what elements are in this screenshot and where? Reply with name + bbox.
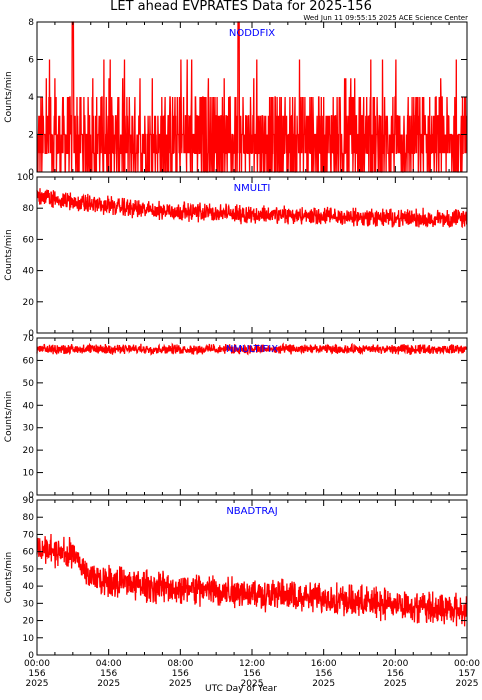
- x-tick-label-year: 2025: [26, 679, 49, 689]
- series-line-noddfix: [36, 21, 468, 173]
- y-tick-label: 0: [28, 329, 34, 339]
- y-tick-label: 2: [28, 131, 34, 141]
- y-tick-label: 6: [28, 56, 34, 66]
- x-tick-label-doy: 156: [28, 669, 45, 679]
- series-line-nbadtraj: [36, 533, 468, 627]
- y-tick-label: 50: [23, 379, 35, 389]
- y-tick-label: 4: [28, 93, 34, 103]
- chart-title: LET ahead EVPRATES Data for 2025-156: [110, 0, 372, 14]
- y-axis-label: Counts/min: [4, 391, 14, 442]
- panel-frame: [36, 499, 468, 656]
- x-tick-label-year: 2025: [241, 679, 264, 689]
- y-tick-label: 40: [23, 401, 35, 411]
- x-tick-label-time: 00:00: [24, 659, 50, 669]
- x-tick-label-time: 16:00: [311, 659, 337, 669]
- y-tick-label: 100: [17, 173, 34, 183]
- x-tick-label-doy: 157: [458, 669, 475, 679]
- y-tick-label: 8: [28, 18, 34, 28]
- x-tick-label-time: 08:00: [167, 659, 193, 669]
- series-line-nmultifix: [36, 342, 468, 356]
- y-tick-label: 70: [23, 334, 35, 344]
- y-tick-label: 60: [23, 235, 35, 245]
- y-tick-label: 20: [23, 617, 35, 627]
- y-tick-label: 40: [23, 582, 35, 592]
- y-axis-label: Counts/min: [4, 552, 14, 603]
- x-tick-label-year: 2025: [312, 679, 335, 689]
- timestamp-label: Wed Jun 11 09:55:15 2025 ACE Science Cen…: [303, 14, 468, 22]
- panel-label-nbadtraj: NBADTRAJ: [226, 506, 277, 517]
- y-tick-label: 20: [23, 298, 35, 308]
- y-tick-label: 90: [23, 496, 35, 506]
- x-tick-label-doy: 156: [315, 669, 332, 679]
- y-tick-label: 60: [23, 548, 35, 558]
- x-tick-label-year: 2025: [456, 679, 479, 689]
- x-tick-label-doy: 156: [172, 669, 189, 679]
- x-tick-label-time: 00:00: [454, 659, 480, 669]
- panel-frame: [36, 176, 468, 334]
- x-tick-label-year: 2025: [169, 679, 192, 689]
- panel-label-nmultifix: NMULTIFIX: [226, 344, 278, 355]
- panel-frame: [36, 337, 468, 496]
- x-tick-label-time: 04:00: [96, 659, 122, 669]
- x-tick-label-doy: 156: [387, 669, 404, 679]
- x-tick-label-year: 2025: [97, 679, 120, 689]
- y-tick-label: 50: [23, 565, 35, 575]
- y-tick-label: 70: [23, 530, 35, 540]
- y-tick-label: 20: [23, 446, 35, 456]
- x-tick-label-year: 2025: [384, 679, 407, 689]
- y-tick-label: 0: [28, 491, 34, 501]
- y-axis-label: Counts/min: [4, 71, 14, 122]
- panel-label-nmulti: NMULTI: [234, 183, 271, 194]
- y-tick-label: 80: [23, 204, 35, 214]
- x-tick-label-doy: 156: [243, 669, 260, 679]
- x-axis-label: UTC Day of Year: [205, 684, 277, 694]
- x-tick-label-time: 20:00: [382, 659, 408, 669]
- y-tick-label: 10: [23, 634, 35, 644]
- y-tick-label: 0: [28, 168, 34, 178]
- y-tick-label: 60: [23, 356, 35, 366]
- y-tick-label: 10: [23, 469, 35, 479]
- x-tick-label-time: 12:00: [239, 659, 265, 669]
- y-tick-label: 30: [23, 424, 35, 434]
- y-tick-label: 30: [23, 599, 35, 609]
- series-line-nmulti: [36, 188, 468, 229]
- panel-label-noddfix: NODDFIX: [229, 28, 275, 39]
- y-tick-label: 40: [23, 267, 35, 277]
- y-axis-label: Counts/min: [4, 229, 14, 280]
- y-tick-label: 80: [23, 513, 35, 523]
- y-tick-label: 0: [28, 651, 34, 661]
- x-tick-label-doy: 156: [100, 669, 117, 679]
